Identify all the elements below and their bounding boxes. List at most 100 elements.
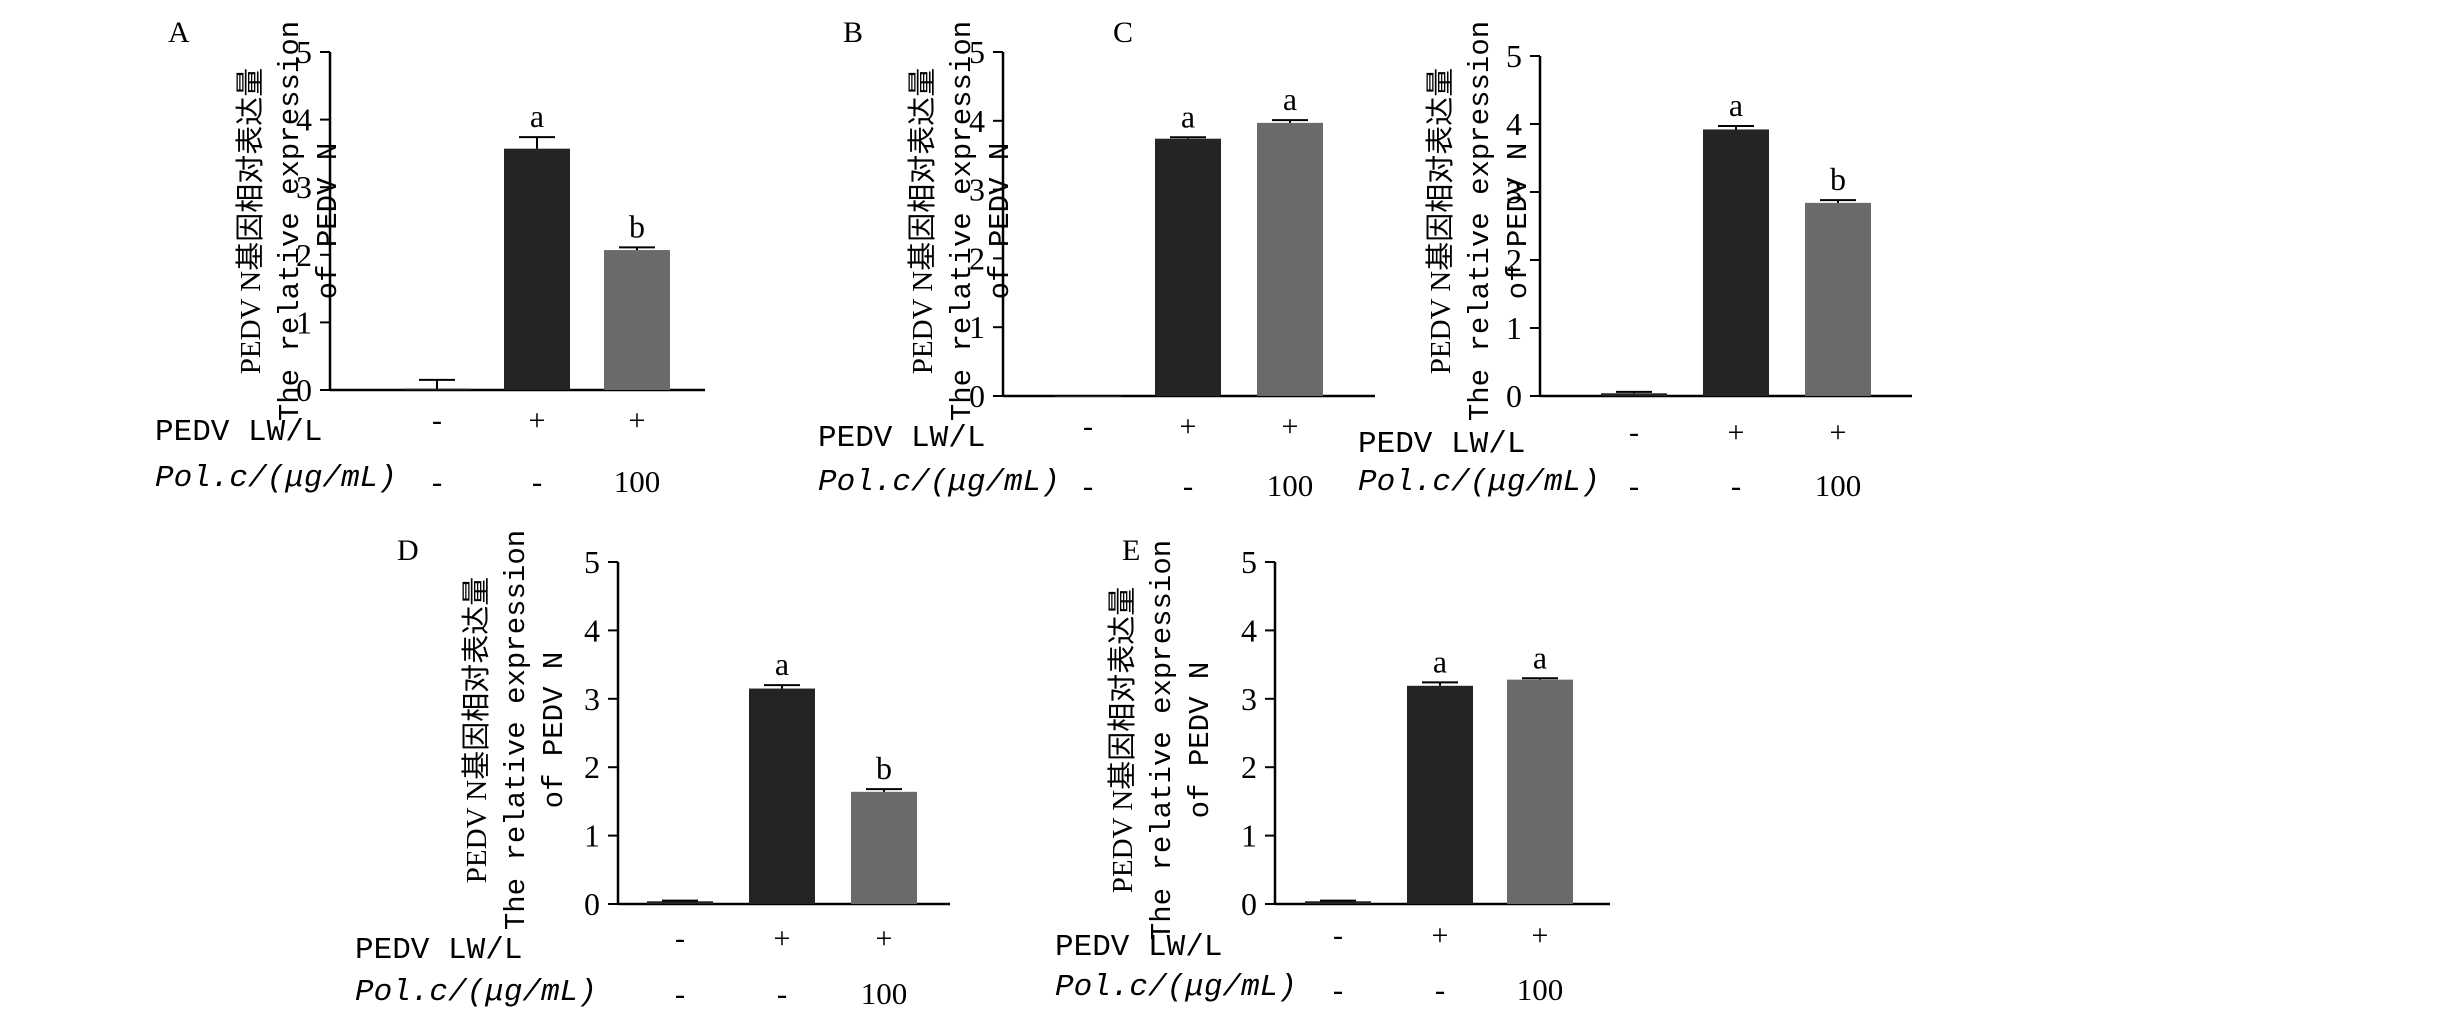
significance-label: a xyxy=(1433,643,1447,679)
bar xyxy=(1507,679,1573,904)
row-value-polc: - xyxy=(777,976,787,1011)
y-axis-label-line: of PEDV N xyxy=(1502,143,1535,300)
y-tick-label: 2 xyxy=(296,237,312,273)
row-value-pedv: - xyxy=(675,922,685,955)
row-value-pedv: + xyxy=(1728,416,1745,449)
y-tick-label: 3 xyxy=(296,169,312,205)
bar xyxy=(604,250,670,390)
y-tick-label: 5 xyxy=(1241,544,1257,580)
row-value-pedv: + xyxy=(774,922,791,955)
y-axis-label-line: The relative expression xyxy=(1146,540,1179,940)
panel-label: B xyxy=(843,16,863,49)
y-axis-label-line: of PEDV N xyxy=(984,143,1017,300)
significance-label: a xyxy=(1533,639,1547,675)
row-label-pedv: PEDV LW/L xyxy=(355,933,522,968)
bar xyxy=(1305,901,1371,904)
y-axis-label-line: of PEDV N xyxy=(312,143,345,300)
panel-e: E PEDV N基因相对表达量 The relative expression of … xyxy=(1055,534,1610,1007)
row-value-polc: 100 xyxy=(1815,468,1862,503)
row-value-polc: 100 xyxy=(861,976,908,1011)
row-value-pedv: - xyxy=(1333,919,1343,952)
row-value-polc: 100 xyxy=(1517,972,1564,1007)
y-tick-label: 5 xyxy=(296,34,312,70)
row-value-pedv: + xyxy=(1282,410,1299,443)
row-label-polc: Pol.c/(μg/mL) xyxy=(1055,970,1297,1005)
bar xyxy=(1703,129,1769,396)
bar xyxy=(749,688,815,904)
row-value-pedv: - xyxy=(1083,410,1093,443)
row-value-pedv: + xyxy=(1532,919,1549,952)
y-tick-label: 2 xyxy=(584,749,600,785)
row-label-polc: Pol.c/(μg/mL) xyxy=(155,461,397,496)
significance-label: b xyxy=(876,750,892,786)
row-label-pedv: PEDV LW/L xyxy=(155,415,322,450)
panel-b: B PEDV N基因相对表达量 The relative expression of … xyxy=(818,16,1375,503)
y-axis-label-line: The relative expression xyxy=(274,21,307,421)
y-tick-label: 1 xyxy=(584,818,600,854)
row-value-pedv: - xyxy=(1629,416,1639,449)
row-value-polc: - xyxy=(432,464,442,499)
panel-label: E xyxy=(1122,534,1140,567)
panel-label: D xyxy=(397,534,419,567)
panel-a: A PEDV N基因相对表达量 The relative expression of … xyxy=(155,16,705,499)
panel-c: C PEDV N基因相对表达量 The relative expression of … xyxy=(1113,16,1912,503)
bar xyxy=(647,901,713,904)
y-tick-label: 2 xyxy=(1506,242,1522,278)
y-tick-label: 5 xyxy=(1506,38,1522,74)
bar xyxy=(504,148,570,390)
y-axis-label-line: The relative expression xyxy=(1464,21,1497,421)
row-value-polc: - xyxy=(1731,468,1741,503)
y-tick-label: 3 xyxy=(1241,681,1257,717)
y-tick-label: 4 xyxy=(969,103,985,139)
y-tick-label: 3 xyxy=(584,681,600,717)
row-label-polc: Pol.c/(μg/mL) xyxy=(355,975,597,1010)
row-label-polc: Pol.c/(μg/mL) xyxy=(818,465,1060,500)
y-tick-label: 3 xyxy=(969,172,985,208)
row-value-pedv: + xyxy=(529,404,546,437)
bar xyxy=(1805,202,1871,396)
panel-label: A xyxy=(168,16,190,49)
y-axis-label-line: of PEDV N xyxy=(1184,662,1217,819)
row-value-polc: - xyxy=(1183,468,1193,503)
bar xyxy=(1055,396,1121,397)
y-tick-label: 1 xyxy=(296,304,312,340)
bar xyxy=(1155,138,1221,397)
row-value-polc: - xyxy=(1435,972,1445,1007)
y-tick-label: 4 xyxy=(1241,612,1257,648)
bar xyxy=(1601,393,1667,396)
y-axis-label-line: PEDV N基因相对表达量 xyxy=(234,68,267,374)
significance-label: b xyxy=(1830,161,1846,197)
row-value-pedv: + xyxy=(1830,416,1847,449)
y-axis-label-line: PEDV N基因相对表达量 xyxy=(1106,587,1139,893)
y-tick-label: 0 xyxy=(1241,886,1257,922)
y-tick-label: 4 xyxy=(1506,106,1522,142)
bar xyxy=(851,791,917,904)
y-axis-label-line: of PEDV N xyxy=(538,652,571,809)
row-label-pedv: PEDV LW/L xyxy=(818,421,985,456)
y-tick-label: 4 xyxy=(584,612,600,648)
row-label-polc: Pol.c/(μg/mL) xyxy=(1358,465,1600,500)
row-value-polc: - xyxy=(1333,972,1343,1007)
significance-label: a xyxy=(1729,87,1743,123)
bar xyxy=(404,388,470,390)
y-tick-label: 4 xyxy=(296,102,312,138)
significance-label: b xyxy=(629,208,645,244)
row-value-polc: - xyxy=(675,976,685,1011)
y-tick-label: 0 xyxy=(969,378,985,414)
row-value-pedv: + xyxy=(876,922,893,955)
row-value-pedv: + xyxy=(1432,919,1449,952)
y-tick-label: 1 xyxy=(1506,310,1522,346)
y-axis-label-line: PEDV N基因相对表达量 xyxy=(1424,68,1457,374)
y-axis-label-line: PEDV N基因相对表达量 xyxy=(460,577,493,883)
significance-label: a xyxy=(1181,98,1195,134)
y-tick-label: 5 xyxy=(584,544,600,580)
row-value-polc: 100 xyxy=(614,464,661,499)
row-label-pedv: PEDV LW/L xyxy=(1055,930,1222,965)
y-tick-label: 3 xyxy=(1506,174,1522,210)
row-value-polc: 100 xyxy=(1267,468,1314,503)
y-tick-label: 0 xyxy=(584,886,600,922)
row-value-polc: - xyxy=(1083,468,1093,503)
bar xyxy=(1407,685,1473,904)
significance-label: a xyxy=(530,98,544,134)
